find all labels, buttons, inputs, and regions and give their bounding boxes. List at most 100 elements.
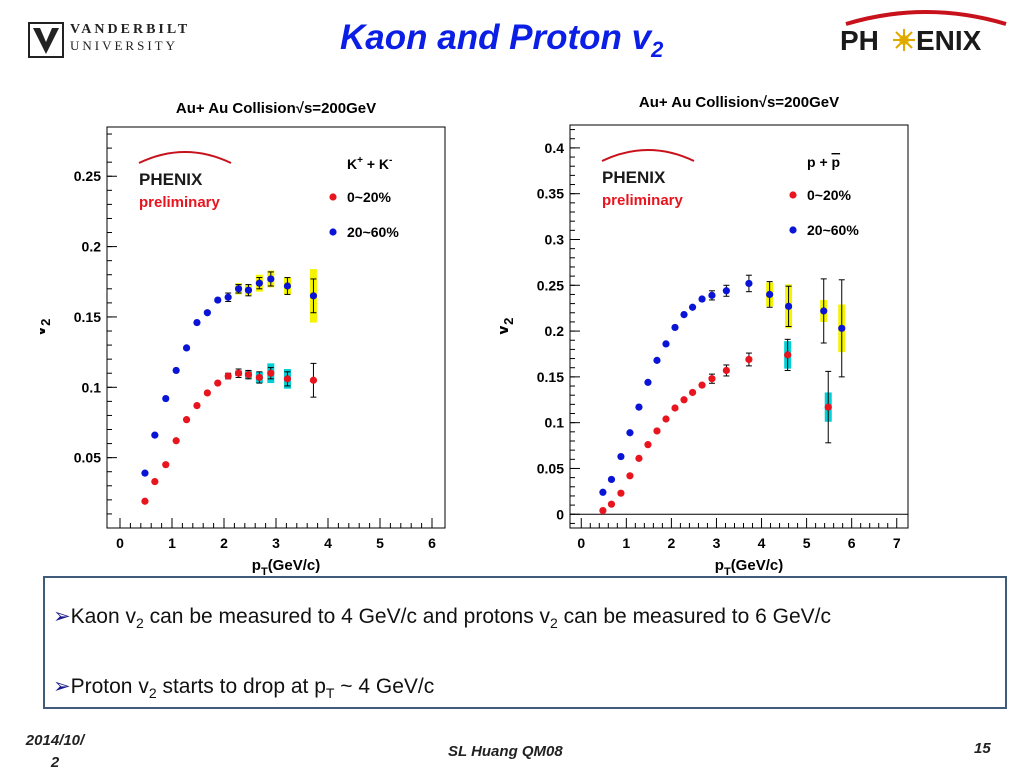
x-tick-label: 3 — [713, 535, 721, 551]
data-point — [671, 404, 679, 412]
y-tick-label: 0.25 — [74, 168, 101, 184]
x-tick-label: 1 — [622, 535, 630, 551]
page-number: 15 — [974, 740, 991, 757]
data-point — [255, 373, 263, 382]
data-point — [309, 292, 318, 300]
data-point — [644, 378, 652, 386]
data-point — [824, 403, 832, 411]
data-point — [784, 302, 793, 310]
x-tick-label: 4 — [324, 535, 332, 551]
x-tick-label: 6 — [848, 535, 856, 551]
data-point — [203, 389, 211, 397]
y-tick-label: 0.3 — [545, 231, 565, 247]
chart-title: Au+ Au Collision√s=200GeV — [639, 94, 839, 111]
series-peripheral — [599, 274, 846, 496]
data-point — [162, 461, 170, 469]
data-point — [151, 431, 159, 439]
vanderbilt-logo: VANDERBILT UNIVERSITY — [28, 22, 188, 58]
data-point — [680, 310, 688, 319]
data-point — [626, 472, 634, 480]
data-point — [662, 415, 670, 423]
x-tick-label: 3 — [272, 535, 280, 551]
data-point — [599, 506, 607, 515]
y-tick-label: 0.25 — [537, 277, 564, 293]
series-central — [599, 338, 832, 515]
series-central — [141, 362, 318, 505]
x-tick-label: 0 — [116, 535, 124, 551]
kaon-v2-chart: Au+ Au Collision√s=200GeV 0 1 2 3 4 5 6 0.05 0.1 0… — [40, 100, 446, 575]
y-tick-label: 0.15 — [537, 369, 564, 385]
chart-title: Au+ Au Collision√s=200GeV — [176, 100, 376, 117]
data-point — [162, 394, 170, 403]
data-point — [635, 403, 643, 411]
y-tick-label: 0.1 — [545, 415, 565, 431]
data-point — [745, 279, 753, 288]
legend-label: 0~20% — [807, 187, 852, 203]
phenix-inset-arc — [138, 151, 232, 164]
data-point — [698, 381, 706, 389]
phenix-inset-text: PHENIX — [139, 170, 203, 189]
x-tick-label: 1 — [168, 535, 176, 551]
data-point — [680, 396, 688, 404]
slide-title-subscript: 2 — [651, 37, 664, 62]
bullet-text: Proton v2 starts to drop at pT ~ 4 GeV/c — [70, 675, 435, 702]
phenix-logo: PH ENIX — [840, 10, 1007, 56]
legend-label: 20~60% — [347, 224, 399, 240]
data-point — [838, 324, 846, 332]
data-point — [224, 293, 232, 301]
y-tick-label: 0.35 — [537, 186, 564, 202]
legend-marker — [789, 226, 797, 234]
y-tick-label: 0.15 — [74, 309, 101, 325]
phenix-logo-left: PH — [840, 25, 879, 56]
series-peripheral — [141, 269, 318, 477]
y-axis-label: v2 — [500, 318, 516, 336]
x-tick-label: 2 — [668, 535, 676, 551]
data-point — [671, 323, 679, 332]
data-point — [599, 488, 607, 496]
data-point — [141, 469, 149, 477]
y-tick-label: 0.2 — [545, 323, 565, 339]
data-point — [244, 286, 253, 294]
data-point — [283, 282, 292, 290]
data-point — [745, 355, 753, 364]
phenix-star-icon — [893, 29, 915, 51]
data-point — [172, 366, 180, 375]
data-point — [626, 429, 634, 437]
data-point — [820, 307, 828, 315]
data-point — [267, 275, 275, 283]
university-name-line2: UNIVERSITY — [70, 38, 178, 53]
legend-title: K+ + K- — [347, 155, 392, 172]
data-point — [644, 441, 652, 449]
y-tick-label: 0 — [556, 506, 564, 522]
y-tick-label: 0.1 — [82, 379, 102, 395]
x-tick-label: 6 — [428, 535, 436, 551]
legend-label: 0~20% — [347, 189, 392, 205]
footer-presenter: SL Huang QM08 — [448, 743, 563, 760]
legend-marker — [329, 193, 337, 201]
data-point — [224, 372, 232, 380]
data-point — [653, 356, 661, 364]
data-point — [617, 489, 625, 497]
plot-frame — [569, 124, 909, 529]
university-name-line1: VANDERBILT — [70, 22, 191, 37]
y-tick-label: 0.4 — [545, 140, 565, 156]
data-point — [267, 369, 275, 377]
data-point — [653, 427, 661, 435]
legend-label: 20~60% — [807, 222, 859, 238]
phenix-logo-right: ENIX — [916, 25, 982, 56]
phenix-inset-logo: PHENIX — [601, 149, 695, 187]
data-point — [182, 344, 191, 352]
data-point — [214, 379, 222, 387]
bullet-kaon: ➢Kaon v2 can be measured to 4 GeV/c and … — [53, 604, 831, 631]
data-point — [722, 366, 730, 375]
data-point — [617, 452, 625, 461]
preliminary-label: preliminary — [602, 192, 684, 209]
data-point — [688, 388, 697, 397]
x-tick-label: 5 — [376, 535, 384, 551]
y-axis-label: v2 — [40, 319, 53, 337]
footer-date: 2014/10/2 — [25, 732, 85, 771]
data-point — [141, 497, 149, 505]
data-point — [255, 279, 263, 287]
data-point — [283, 375, 292, 383]
data-point — [708, 291, 716, 299]
